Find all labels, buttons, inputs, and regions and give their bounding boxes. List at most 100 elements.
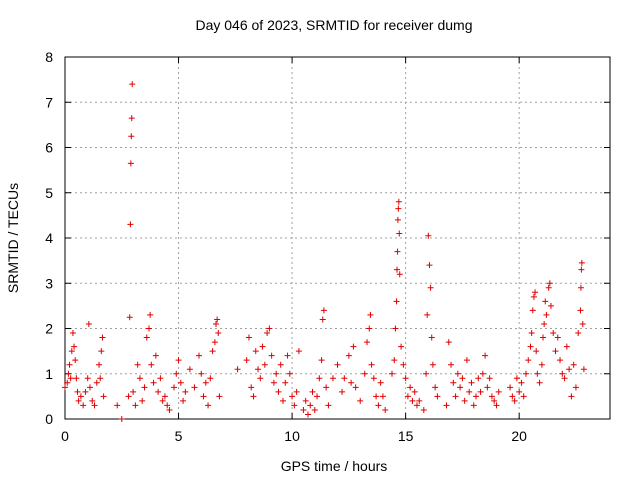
y-tick-label: 8 xyxy=(45,49,53,65)
data-point xyxy=(393,266,400,273)
data-point xyxy=(511,397,518,404)
data-point xyxy=(80,402,87,409)
data-point xyxy=(257,375,264,382)
data-point xyxy=(391,357,398,364)
data-point xyxy=(479,370,486,377)
data-point xyxy=(211,339,218,346)
data-point xyxy=(482,352,489,359)
data-point xyxy=(128,133,135,140)
y-tick-label: 7 xyxy=(45,94,53,110)
data-point xyxy=(157,375,164,382)
data-point xyxy=(166,406,173,413)
data-point xyxy=(318,357,325,364)
data-point xyxy=(375,402,382,409)
data-point xyxy=(84,375,91,382)
data-point xyxy=(445,339,452,346)
data-point xyxy=(171,384,177,391)
data-point xyxy=(393,298,400,305)
data-point xyxy=(85,320,92,327)
data-point xyxy=(74,388,81,395)
x-tick-label: 10 xyxy=(284,428,300,444)
data-point xyxy=(134,361,141,368)
data-point xyxy=(473,393,480,400)
y-tick-label: 3 xyxy=(45,275,53,291)
data-point xyxy=(507,384,514,391)
data-point xyxy=(416,397,423,404)
grid-layer xyxy=(65,57,610,419)
data-point xyxy=(394,248,401,255)
x-tick-label: 5 xyxy=(175,428,183,444)
data-point xyxy=(443,402,450,409)
data-point xyxy=(266,325,273,332)
data-point xyxy=(91,402,98,409)
data-point xyxy=(139,397,146,404)
data-point xyxy=(73,375,80,382)
data-point xyxy=(191,384,198,391)
data-point xyxy=(532,289,539,296)
data-point xyxy=(152,352,159,359)
data-point xyxy=(486,375,493,382)
data-point xyxy=(99,334,106,341)
data-point xyxy=(513,375,520,382)
data-point xyxy=(382,406,389,413)
data-point xyxy=(71,343,78,350)
data-point xyxy=(127,221,134,228)
data-point xyxy=(213,320,220,327)
x-tick-label: 0 xyxy=(61,428,69,444)
data-point xyxy=(329,375,336,382)
data-point xyxy=(98,348,105,355)
data-point xyxy=(147,311,154,318)
y-tick-label: 5 xyxy=(45,185,53,201)
data-point xyxy=(394,216,401,223)
data-point xyxy=(409,397,416,404)
data-point xyxy=(205,402,212,409)
data-point xyxy=(97,375,104,382)
data-point xyxy=(426,262,433,269)
data-point xyxy=(527,343,534,350)
data-point xyxy=(563,343,570,350)
data-point xyxy=(373,393,380,400)
data-point xyxy=(67,375,74,382)
x-axis-title: GPS time / hours xyxy=(281,458,388,474)
data-point xyxy=(377,379,384,386)
data-point xyxy=(568,393,575,400)
data-point xyxy=(533,348,540,355)
data-point xyxy=(161,393,168,400)
data-point xyxy=(402,375,409,382)
data-point xyxy=(180,397,187,404)
data-point xyxy=(525,357,532,364)
data-point xyxy=(450,379,457,386)
data-point xyxy=(468,379,475,386)
data-point xyxy=(339,388,346,395)
data-point xyxy=(457,384,464,391)
data-point xyxy=(411,388,418,395)
data-point xyxy=(466,388,473,395)
data-point xyxy=(352,384,359,391)
data-point xyxy=(69,330,76,337)
data-point xyxy=(319,316,326,323)
data-point xyxy=(177,379,184,386)
data-point xyxy=(259,343,266,350)
chart-title: Day 046 of 2023, SRMTID for receiver dum… xyxy=(195,17,472,33)
data-point xyxy=(186,366,193,373)
data-point xyxy=(432,384,439,391)
data-point xyxy=(425,232,432,239)
data-point xyxy=(550,330,557,337)
data-point xyxy=(536,379,543,386)
tick-layer: 0 5 10 15 20 0 1 2 3 4 5 6 7 8 xyxy=(45,49,610,444)
data-point xyxy=(89,397,96,404)
data-point xyxy=(488,393,495,400)
data-point xyxy=(389,370,395,377)
data-point xyxy=(175,357,182,364)
data-point xyxy=(295,348,302,355)
data-point xyxy=(398,343,405,350)
data-point xyxy=(561,375,568,382)
data-point xyxy=(300,406,307,413)
y-tick-label: 2 xyxy=(45,321,53,337)
data-point xyxy=(182,388,189,395)
data-point xyxy=(309,388,316,395)
data-point xyxy=(520,393,527,400)
data-point xyxy=(243,357,250,364)
data-point xyxy=(130,388,137,395)
